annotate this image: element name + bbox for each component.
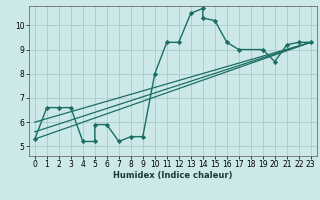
X-axis label: Humidex (Indice chaleur): Humidex (Indice chaleur)	[113, 171, 233, 180]
